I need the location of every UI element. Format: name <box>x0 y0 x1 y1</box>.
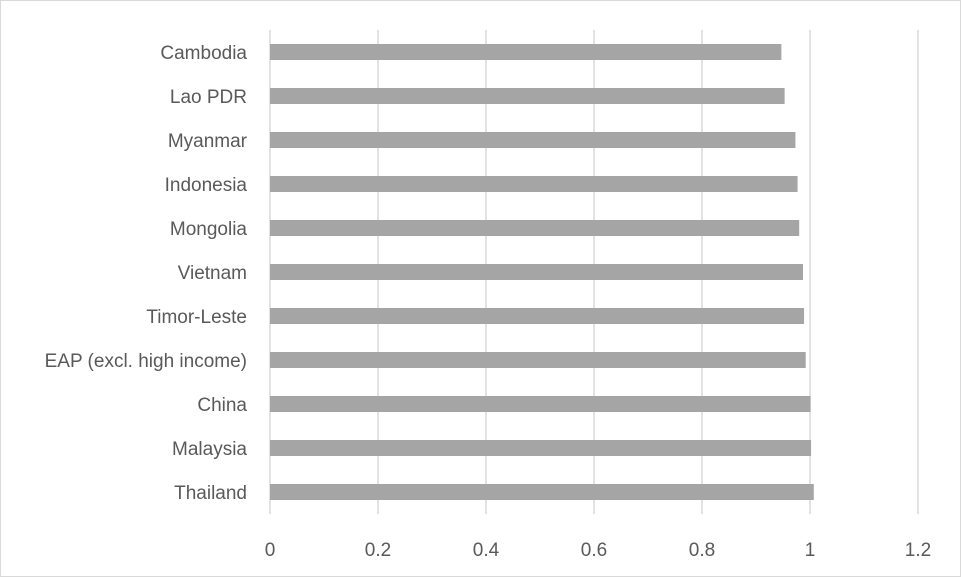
category-labels: Cambodia Lao PDR Myanmar Indonesia Mongolia V… <box>45 43 248 504</box>
bar <box>270 44 782 60</box>
x-axis-tick-labels: 0 0.2 0.4 0.6 0.8 1 1.2 <box>265 540 932 561</box>
category-label: Mongolia <box>170 219 248 240</box>
bar <box>270 308 805 324</box>
bars <box>270 44 814 500</box>
bar <box>270 176 798 192</box>
category-label: Lao PDR <box>170 87 247 108</box>
bar <box>270 220 800 236</box>
bar <box>270 484 814 500</box>
x-tick-label: 1.2 <box>905 540 931 561</box>
bar <box>270 352 806 368</box>
x-tick-label: 1 <box>805 540 816 561</box>
bar <box>270 264 803 280</box>
category-label: Cambodia <box>160 43 247 64</box>
x-tick-label: 0.2 <box>365 540 391 561</box>
category-label: China <box>197 395 247 416</box>
category-label: Malaysia <box>172 439 247 460</box>
category-label: Indonesia <box>165 175 248 196</box>
bar <box>270 396 811 412</box>
category-label: EAP (excl. high income) <box>45 351 247 372</box>
x-tick-label: 0.8 <box>689 540 715 561</box>
bar <box>270 88 785 104</box>
x-tick-label: 0.6 <box>581 540 607 561</box>
category-label: Vietnam <box>178 263 247 284</box>
x-tick-label: 0 <box>265 540 276 561</box>
bar <box>270 132 796 148</box>
bar <box>270 440 812 456</box>
x-tick-label: 0.4 <box>473 540 500 561</box>
category-label: Thailand <box>174 483 247 504</box>
category-label: Timor-Leste <box>146 307 247 328</box>
category-label: Myanmar <box>168 131 248 152</box>
